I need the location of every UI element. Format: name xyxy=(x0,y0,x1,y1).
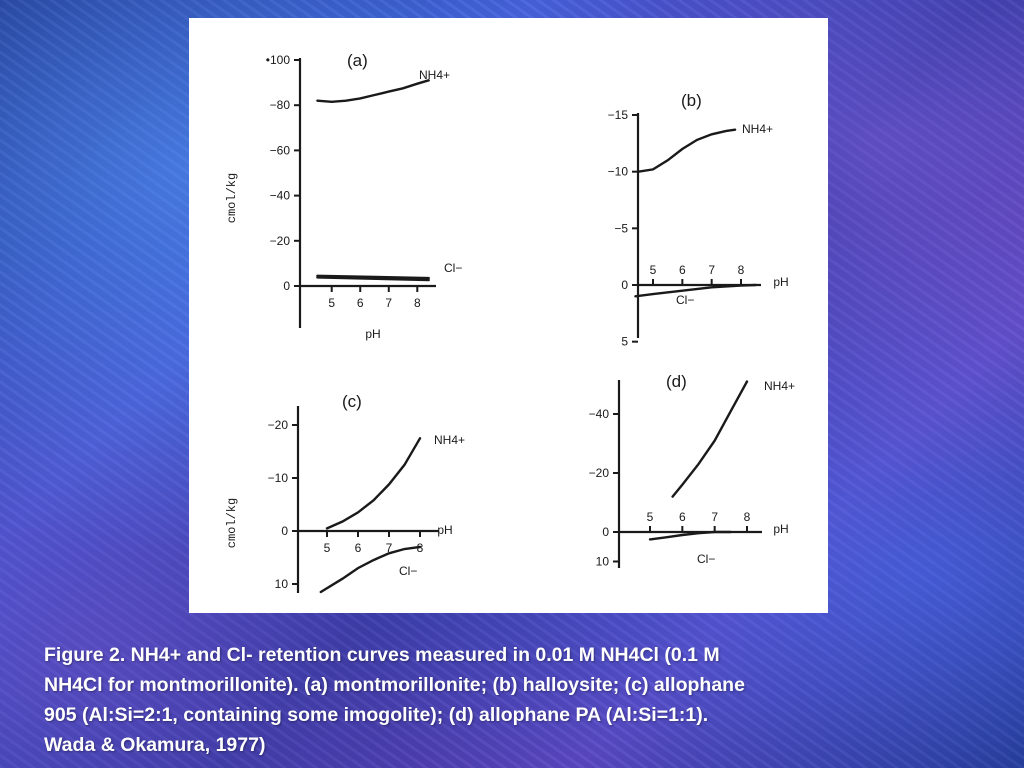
caption-line-3: 905 (Al:Si=2:1, containing some imogolit… xyxy=(44,704,709,726)
panel-d-nh4-series-label: NH4+ xyxy=(764,379,795,393)
panel-d-y-tick-label: 0 xyxy=(602,525,609,539)
panel-d-cl-series-label: Cl− xyxy=(697,552,715,566)
panel-b-y-tick-label: 0 xyxy=(621,278,628,292)
panel-a-nh4-series-line xyxy=(316,79,430,104)
panel-a-x-tick-label: 6 xyxy=(357,296,364,310)
panel-a-y-axis-label: cmol/kg xyxy=(225,173,239,223)
panel-a-x-tick-label: 8 xyxy=(414,296,421,310)
panel-a-y-tick-label: −40 xyxy=(270,189,291,203)
panel-a-x-tick-label: 7 xyxy=(385,296,392,310)
panel-c-y-tick-label: 0 xyxy=(281,524,288,538)
panel-c-y-axis-label: cmol/kg xyxy=(225,498,239,548)
panel-b-x-tick-label: 7 xyxy=(708,263,715,277)
panel-a-nh4-series-label: NH4+ xyxy=(419,68,450,82)
panel-d-x-tick-label: 6 xyxy=(679,510,686,524)
panel-c-x-tick-label: 5 xyxy=(324,541,331,555)
panel-b-y-tick-label: 5 xyxy=(621,335,628,349)
panel-c-y-tick-label: 10 xyxy=(275,577,289,591)
panel-c-y-tick-label: −20 xyxy=(268,418,289,432)
retention-curves-figure: 0 −20 −40 −60 −80 •100 5 6 7 8 pH cmol/kg (a) NH4+ Cl−… xyxy=(225,51,795,594)
panel-b-cl-series-line xyxy=(634,283,757,298)
panel-c-cl-series-line xyxy=(319,545,422,594)
panel-a-y-tick-label: −60 xyxy=(270,143,291,157)
panel-c-nh4-series-line xyxy=(325,437,422,530)
panel-b-nh4-series-label: NH4+ xyxy=(742,122,773,136)
panel-a-cl-series-label: Cl− xyxy=(444,261,462,275)
panel-b-x-tick-label: 6 xyxy=(679,263,686,277)
panel-c-x-axis-label: pH xyxy=(437,523,452,537)
caption-line-1: Figure 2. NH4+ and Cl- retention curves … xyxy=(44,644,720,666)
panel-b-x-axis-label: pH xyxy=(773,275,788,289)
panel-b-x-tick-label: 8 xyxy=(738,263,745,277)
panel-c-nh4-series-label: NH4+ xyxy=(434,433,465,447)
panel-a-cl-series-line xyxy=(316,274,430,280)
panel-d-y-tick-label: −40 xyxy=(589,407,610,421)
figure-panel: 0 −20 −40 −60 −80 •100 5 6 7 8 pH cmol/kg (a) NH4+ Cl−… xyxy=(189,18,828,613)
panel-b-nh4-series-line xyxy=(637,128,737,173)
panel-b-label: (b) xyxy=(681,91,702,110)
panel-d-label: (d) xyxy=(666,372,687,391)
panel-a-y-tick-label: −20 xyxy=(270,234,291,248)
panel-b-x-tick-label: 5 xyxy=(650,263,657,277)
panel-b-y-tick-label: −10 xyxy=(608,165,629,179)
panel-d-x-axis-label: pH xyxy=(773,522,788,536)
panel-b-y-tick-label: −5 xyxy=(614,221,628,235)
panel-a-series-line xyxy=(316,276,430,282)
figure-caption: Figure 2. NH4+ and Cl- retention curves … xyxy=(44,640,994,760)
panel-a-y-tick-label: •100 xyxy=(266,53,291,67)
panel-b-y-tick-label: −15 xyxy=(608,108,629,122)
panel-c-label: (c) xyxy=(342,392,362,411)
panel-d-y-tick-label: −20 xyxy=(589,466,610,480)
panel-a-x-tick-label: 5 xyxy=(328,296,335,310)
panel-b-cl-series-label: Cl− xyxy=(676,293,694,307)
panel-d-y-tick-label: 10 xyxy=(596,555,610,569)
panel-a-y-tick-label: −80 xyxy=(270,98,291,112)
panel-c-cl-series-label: Cl− xyxy=(399,564,417,578)
panel-a-y-tick-label: 0 xyxy=(283,279,290,293)
panel-d-nh4-series-line xyxy=(671,380,749,498)
panel-c-y-tick-label: −10 xyxy=(268,471,289,485)
caption-line-2: NH4Cl for montmorillonite). (a) montmori… xyxy=(44,674,745,696)
panel-d-x-tick-label: 7 xyxy=(711,510,718,524)
panel-c-x-tick-label: 7 xyxy=(386,541,393,555)
panel-d-x-tick-label: 5 xyxy=(647,510,654,524)
caption-line-4: Wada & Okamura, 1977) xyxy=(44,734,266,756)
panel-d-cl-series-line xyxy=(648,530,732,541)
panel-d-x-tick-label: 8 xyxy=(744,510,751,524)
panel-a-x-axis-label: pH xyxy=(365,327,380,341)
panel-a-label: (a) xyxy=(347,51,368,70)
panel-c-x-tick-label: 6 xyxy=(355,541,362,555)
